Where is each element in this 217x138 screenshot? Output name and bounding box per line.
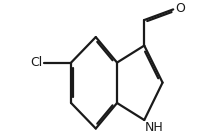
Text: NH: NH bbox=[145, 121, 164, 134]
Text: Cl: Cl bbox=[30, 56, 42, 69]
Text: O: O bbox=[175, 2, 185, 15]
